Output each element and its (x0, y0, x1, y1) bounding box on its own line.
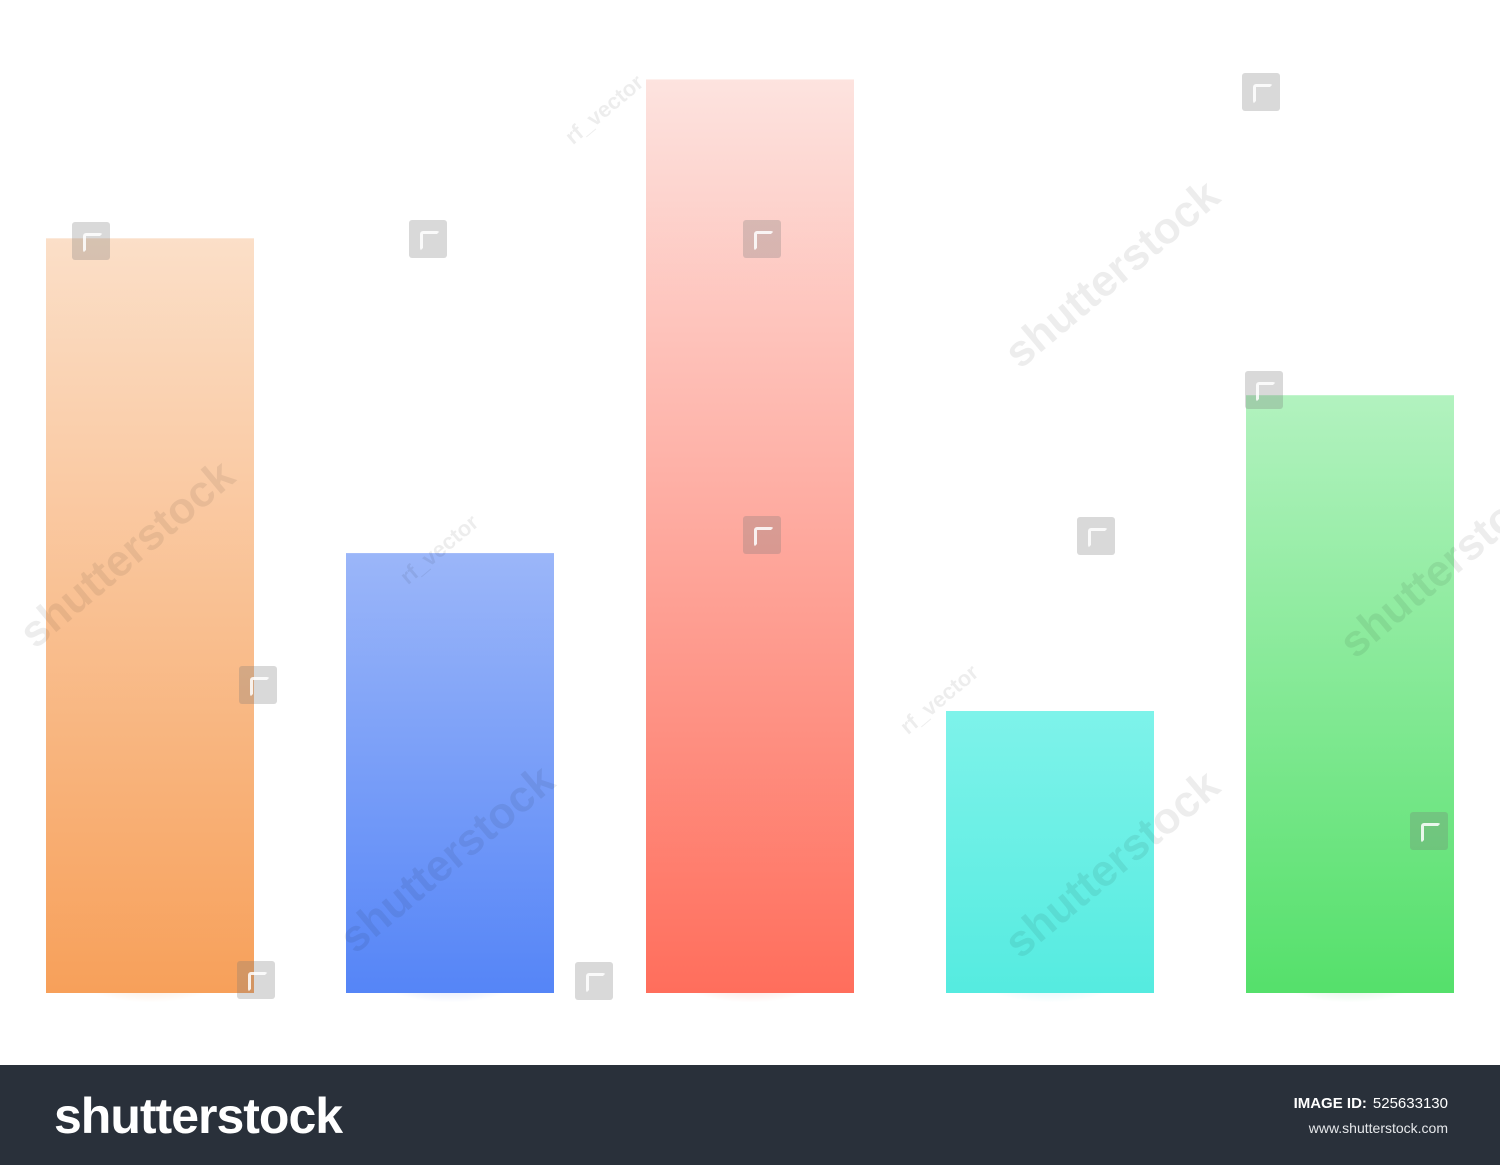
image-id-value: 525633130 (1372, 1095, 1448, 1112)
chart-area: shutterstock shutterstock shutterstock s… (10, 69, 1500, 1041)
watermark-tile-icon (1242, 73, 1280, 111)
bar-1 (46, 238, 254, 993)
watermark-tile-icon (1077, 517, 1115, 555)
watermark-tile-icon (1245, 371, 1283, 409)
footer-bar: shutterstock IMAGE ID: 525633130 www.shut… (0, 1065, 1500, 1165)
bar-2 (346, 553, 554, 993)
watermark-tile-icon (743, 220, 781, 258)
image-id-label: IMAGE ID: (1293, 1095, 1367, 1112)
watermark-tile-icon (1410, 812, 1448, 850)
image-id-line: IMAGE ID: 525633130 (1294, 1095, 1448, 1112)
bar-3 (646, 79, 854, 993)
watermark-tile-icon (575, 962, 613, 1000)
bar-5 (1246, 395, 1454, 993)
site-url-link[interactable]: www.shutterstock.com (1308, 1120, 1448, 1136)
watermark-tile-icon (72, 222, 110, 260)
bar-4 (946, 710, 1154, 993)
watermark-tile-icon (743, 516, 781, 554)
bar-chart (46, 79, 1454, 1041)
watermark-tile-icon (237, 961, 275, 999)
watermark-tile-icon (409, 220, 447, 258)
watermark-tile-icon (239, 666, 277, 704)
bar-layer (46, 79, 1454, 993)
shutterstock-logo[interactable]: shutterstock (54, 1088, 343, 1144)
